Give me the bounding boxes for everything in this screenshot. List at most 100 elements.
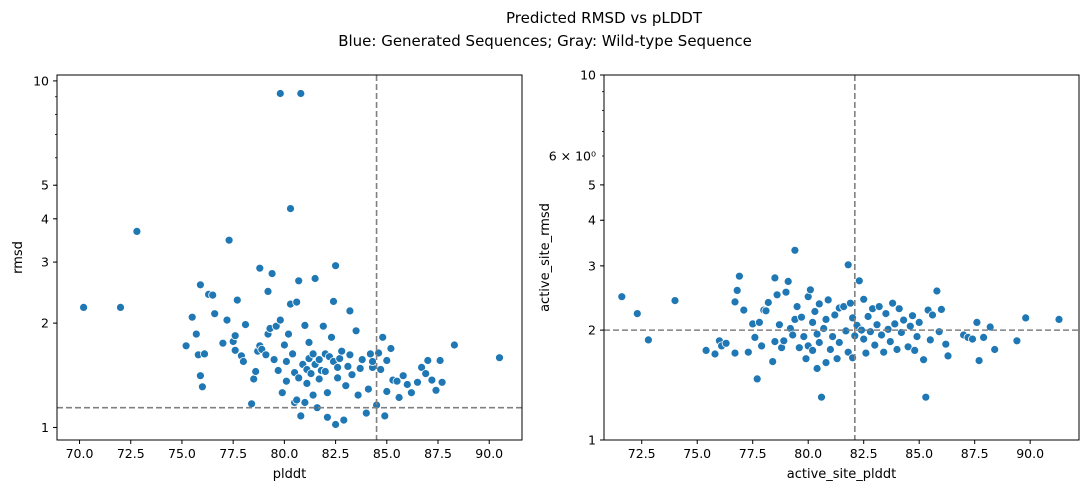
left-x-axis-label: plddt	[273, 467, 306, 482]
right-xtick-label-6: 87.5	[961, 446, 989, 461]
left-point-87	[337, 346, 347, 356]
right-point-47	[812, 329, 822, 339]
right-point-24	[770, 337, 780, 347]
right-point-104	[932, 286, 942, 296]
right-point-27	[775, 320, 784, 330]
figure-title-line1: Predicted RMSD vs pLDDT	[506, 9, 703, 27]
right-point-48	[812, 364, 822, 373]
left-point-45	[284, 329, 293, 339]
left-point-95	[353, 390, 363, 400]
left-point-19	[230, 331, 240, 341]
right-point-95	[908, 311, 917, 321]
left-xtick-label-7: 87.5	[424, 446, 452, 461]
left-point-51	[292, 395, 302, 405]
left-xtick-label-0: 70.0	[66, 446, 94, 461]
right-point-38	[797, 312, 806, 322]
right-point-0	[617, 292, 627, 302]
right-point-111	[968, 334, 977, 344]
left-point-110	[386, 344, 396, 353]
right-point-90	[894, 304, 904, 314]
right-point-10	[730, 297, 740, 307]
left-point-126	[495, 353, 504, 363]
left-point-62	[304, 337, 314, 347]
right-point-59	[832, 354, 842, 364]
right-point-73	[859, 334, 869, 344]
right-xtick-label-1: 75.0	[683, 446, 711, 461]
left-point-119	[421, 369, 431, 379]
left-point-24	[247, 399, 257, 409]
left-point-26	[251, 367, 261, 376]
left-point-85	[333, 373, 343, 383]
left-point-123	[435, 356, 445, 365]
left-point-98	[361, 408, 371, 418]
left-point-94	[351, 326, 361, 336]
right-point-99	[919, 355, 928, 365]
right-point-54	[821, 358, 831, 368]
right-point-33	[788, 330, 798, 340]
left-point-113	[394, 393, 404, 402]
left-xtick-label-6: 85.0	[373, 446, 401, 461]
left-point-77	[322, 388, 332, 398]
right-point-115	[985, 322, 995, 332]
right-point-85	[883, 324, 893, 334]
left-point-43	[281, 357, 291, 366]
right-point-98	[914, 317, 924, 327]
right-point-114	[979, 332, 988, 342]
left-point-16	[222, 315, 232, 325]
left-point-100	[365, 349, 375, 359]
right-point-107	[941, 339, 951, 349]
right-point-18	[755, 317, 764, 327]
left-point-56	[296, 411, 306, 421]
right-point-36	[792, 302, 802, 312]
right-point-87	[888, 298, 897, 308]
right-point-106	[937, 304, 946, 314]
right-point-79	[870, 340, 880, 350]
right-point-57	[828, 332, 837, 342]
left-xtick-label-8: 90.0	[475, 446, 503, 461]
right-point-16	[750, 332, 760, 342]
right-points	[617, 245, 1064, 402]
left-point-102	[368, 357, 377, 366]
right-x-axis-label: active_site_plddt	[787, 467, 896, 482]
left-point-91	[345, 306, 355, 316]
right-point-116	[990, 345, 1000, 354]
right-point-83	[879, 347, 889, 357]
right-ytick-label-1: 2	[588, 323, 596, 338]
left-point-22	[238, 357, 248, 366]
right-point-76	[863, 312, 873, 321]
left-point-25	[249, 374, 259, 384]
right-point-44	[808, 317, 817, 327]
right-point-52	[819, 324, 829, 333]
right-point-26	[772, 290, 782, 300]
figure-title-line2: Blue: Generated Sequences; Gray: Wild-ty…	[338, 32, 752, 50]
right-point-102	[925, 335, 935, 345]
left-point-61	[302, 378, 312, 388]
right-point-30	[781, 287, 791, 297]
right-point-40	[801, 354, 811, 364]
right-point-4	[701, 345, 711, 355]
right-point-66	[846, 298, 855, 308]
right-point-86	[885, 337, 895, 347]
left-ytick-label-0: 1	[41, 420, 49, 435]
right-point-103	[928, 310, 937, 320]
right-ytick-label-3: 4	[588, 213, 596, 228]
right-point-105	[934, 327, 944, 337]
right-xtick-label-4: 82.5	[850, 446, 878, 461]
right-point-84	[881, 309, 891, 319]
right-point-75	[861, 348, 871, 358]
left-point-58	[300, 398, 310, 407]
right-point-29	[779, 336, 789, 346]
right-point-14	[743, 347, 753, 357]
right-point-35	[790, 245, 800, 255]
left-point-118	[417, 362, 427, 372]
left-point-9	[191, 329, 201, 339]
right-point-8	[721, 338, 731, 348]
left-point-33	[263, 286, 273, 296]
left-point-48	[288, 349, 298, 359]
right-point-1	[632, 309, 642, 319]
left-y-axis-label: rmsd	[11, 241, 26, 274]
left-point-36	[267, 269, 277, 279]
right-point-97	[912, 332, 922, 342]
left-point-66	[308, 349, 318, 359]
left-point-18	[230, 345, 240, 355]
